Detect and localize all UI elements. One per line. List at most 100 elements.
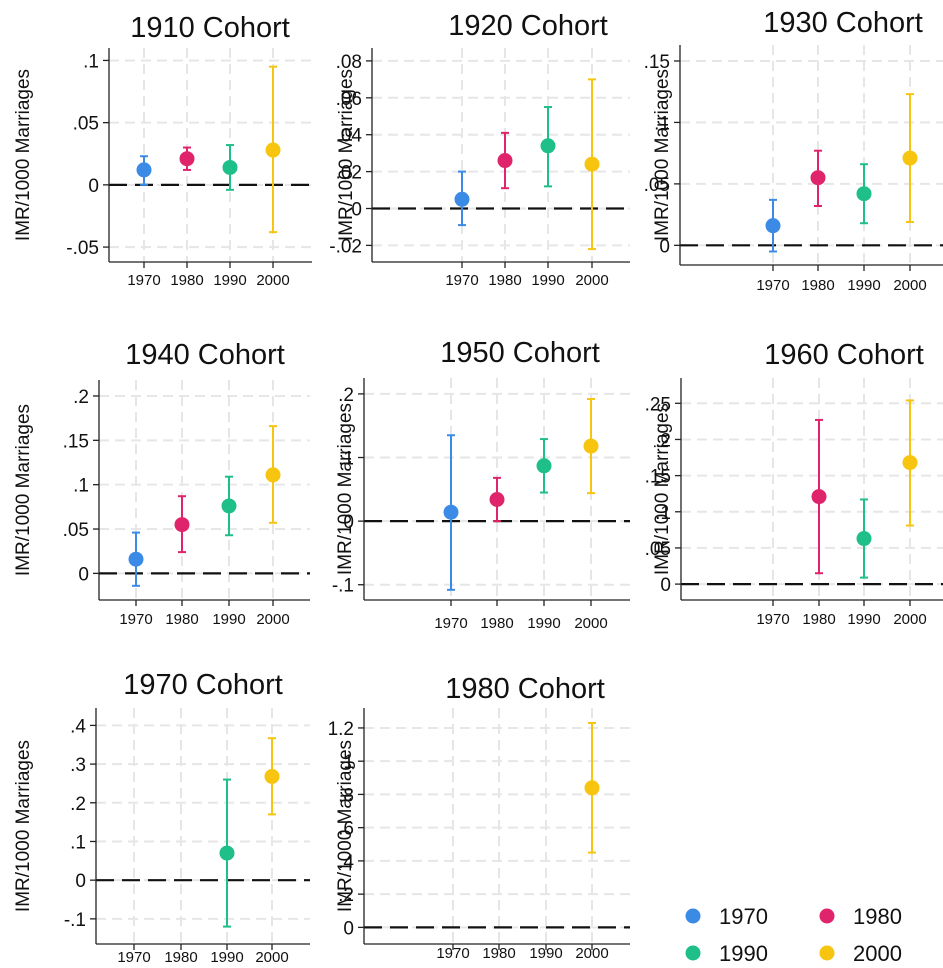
x-tick-label: 1970: [756, 611, 789, 628]
y-tick-label: .1: [73, 476, 89, 497]
x-tick-label: 2000: [256, 611, 289, 628]
y-axis-label: IMR/1000 Marriages: [13, 404, 34, 576]
point-marker: [265, 467, 281, 483]
x-tick-label: 2000: [256, 272, 289, 289]
estimate-point-1990: [540, 106, 556, 188]
x-tick-label: 1970: [756, 277, 789, 294]
x-tick-label: 2000: [574, 615, 607, 632]
estimate-point-2000: [902, 93, 918, 223]
y-tick-label: .05: [63, 520, 89, 541]
x-tick-label: 1990: [847, 611, 880, 628]
legend-marker: [819, 945, 835, 961]
estimate-point-1990: [856, 498, 872, 579]
chart-panel-5: -.1 0 .1 .2 1970 1980 1990 2000 1950 Cohort IMR/1…: [332, 337, 630, 632]
x-tick-label: 1980: [480, 615, 513, 632]
point-marker: [264, 768, 280, 784]
point-marker: [810, 170, 826, 186]
point-marker: [136, 162, 152, 178]
point-marker: [454, 191, 470, 207]
point-marker: [265, 142, 281, 158]
estimate-point-1980: [174, 495, 190, 554]
x-tick-label: 1990: [847, 277, 880, 294]
y-tick-label: .06: [336, 89, 362, 110]
x-tick-label: 1970: [117, 949, 150, 966]
x-tick-label: 1980: [802, 611, 835, 628]
estimate-point-1970: [765, 198, 781, 253]
y-tick-label: 0: [343, 918, 354, 939]
legend: 1970 1980 1990 2000: [685, 904, 902, 966]
chart-panel-8: 0 .2 .4 .6 .8 1 1.2 1970 1980 1990 2000 1980 Cohort…: [328, 673, 630, 962]
estimate-point-1990: [222, 144, 238, 191]
y-tick-label: .25: [645, 394, 671, 415]
y-tick-label: 0: [351, 200, 362, 221]
y-tick-label: .15: [644, 52, 670, 73]
point-marker: [856, 186, 872, 202]
point-marker: [540, 138, 556, 154]
legend-item-1990: 1990: [685, 941, 768, 966]
legend-label: 1990: [719, 941, 768, 966]
y-axis-label: IMR/1000 Marriages: [652, 69, 673, 241]
x-tick-label: 1980: [801, 277, 834, 294]
y-tick-label: .1: [654, 113, 670, 134]
x-tick-label: 1970: [119, 611, 152, 628]
chart-panels: -.05 0 .05 .1 1970 1980 1990 2000 1910 Cohort IMR…: [13, 7, 943, 966]
estimate-point-1970: [443, 434, 459, 591]
estimate-point-2000: [584, 78, 600, 251]
y-tick-label: .15: [63, 431, 89, 452]
y-tick-label: .3: [70, 755, 86, 776]
point-marker: [443, 504, 459, 520]
panel-title: 1960 Cohort: [764, 339, 924, 371]
chart-panel-6: 0 .05 .1 .15 .2 .25 1970 1980 1990 2000 1960 Cohor…: [645, 339, 943, 628]
estimate-point-1970: [128, 531, 144, 587]
y-tick-label: 0: [660, 575, 671, 596]
x-tick-label: 2000: [893, 611, 926, 628]
point-marker: [489, 491, 505, 507]
y-axis-label: IMR/1000 Marriages: [13, 740, 34, 912]
point-marker: [765, 218, 781, 234]
estimate-point-1990: [536, 438, 552, 494]
y-tick-label: -.1: [64, 910, 86, 931]
x-tick-label: 1970: [434, 615, 467, 632]
x-tick-label: 1970: [445, 272, 478, 289]
point-marker: [584, 780, 600, 796]
y-tick-label: .1: [70, 832, 86, 853]
y-tick-label: .2: [70, 794, 86, 815]
x-tick-label: 1990: [212, 611, 245, 628]
y-axis-label: IMR/1000 Marriages: [13, 69, 34, 241]
estimate-point-1990: [221, 475, 237, 537]
y-tick-label: .8: [338, 785, 354, 806]
legend-label: 2000: [853, 941, 902, 966]
x-tick-label: 1990: [529, 945, 562, 962]
estimate-point-2000: [584, 721, 600, 854]
y-tick-label: -.1: [332, 576, 354, 597]
legend-item-2000: 2000: [819, 941, 902, 966]
estimate-point-1980: [497, 131, 513, 190]
y-tick-label: .6: [338, 819, 354, 840]
legend-marker: [685, 908, 701, 924]
point-marker: [179, 151, 195, 167]
chart-panel-1: -.05 0 .05 .1 1970 1980 1990 2000 1910 Cohort IMR…: [13, 12, 312, 289]
point-marker: [856, 531, 872, 547]
y-tick-label: .04: [336, 126, 363, 147]
point-marker: [497, 153, 513, 169]
estimate-point-1990: [219, 778, 235, 928]
y-tick-label: .15: [645, 467, 671, 488]
y-axis-label: IMR/1000 Marriages: [652, 403, 673, 575]
y-tick-label: -.02: [329, 236, 362, 257]
x-tick-label: 2000: [255, 949, 288, 966]
y-tick-label: 0: [75, 871, 86, 892]
point-marker: [222, 159, 238, 175]
estimate-point-1980: [179, 146, 195, 171]
panel-title: 1910 Cohort: [130, 12, 290, 44]
y-tick-label: 0: [78, 564, 89, 585]
y-tick-label: .05: [644, 175, 670, 196]
estimate-point-2000: [583, 397, 599, 495]
point-marker: [221, 498, 237, 514]
y-tick-label: 1.2: [328, 719, 354, 740]
panel-title: 1930 Cohort: [763, 7, 923, 39]
point-marker: [174, 517, 190, 533]
y-axis-label: IMR/1000 Marriages: [335, 403, 356, 575]
y-tick-label: .05: [73, 114, 99, 135]
point-marker: [128, 551, 144, 567]
y-tick-label: -.05: [66, 238, 99, 259]
